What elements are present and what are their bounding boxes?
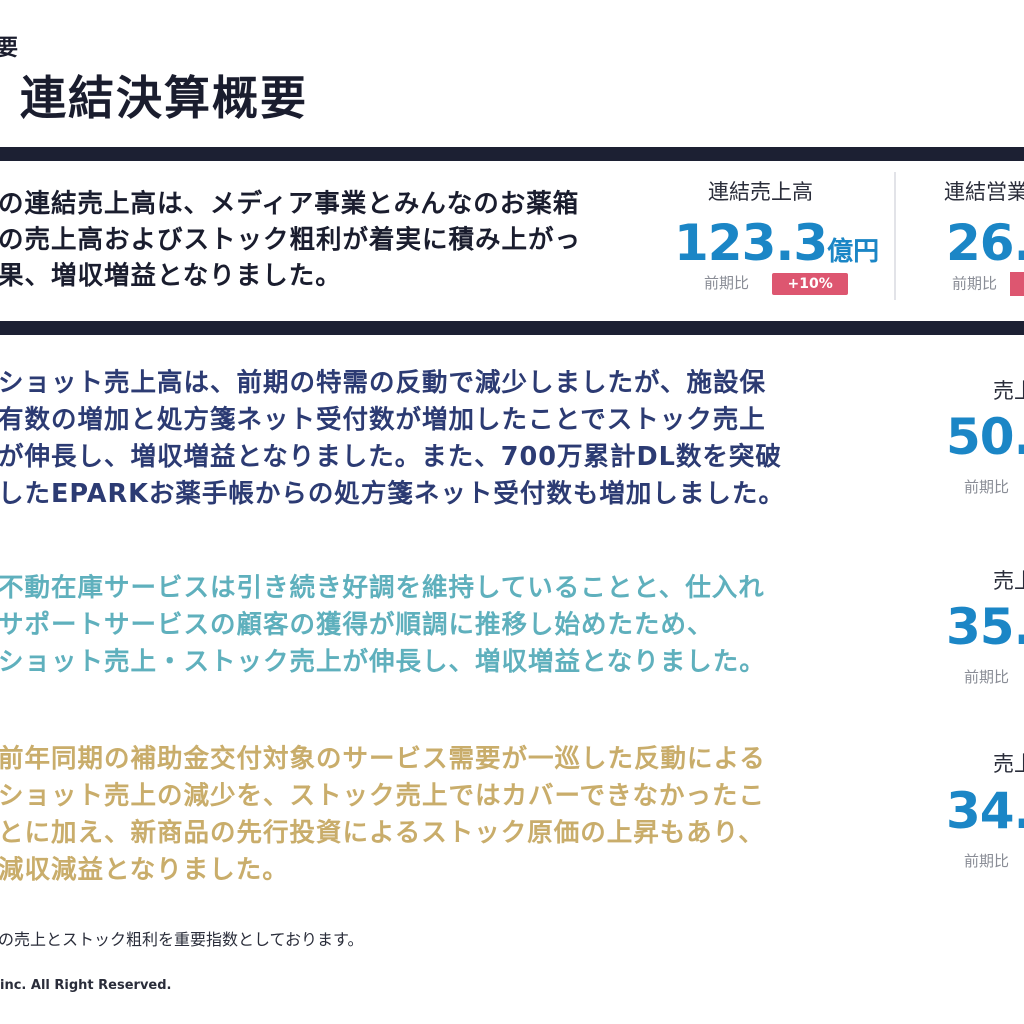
kpi-operating-value: 26. bbox=[946, 214, 1024, 272]
kpi-operating-compare-label: 前期比 bbox=[952, 274, 998, 293]
kpi-divider bbox=[894, 172, 896, 300]
footnote: の売上とストック粗利を重要指数としております。 bbox=[0, 930, 364, 949]
segment-line: が伸長し、増収増益となりました。また、700万累計DL数を突破 bbox=[0, 442, 782, 472]
kpi-operating-badge bbox=[1010, 272, 1024, 296]
segment-3-side-compare: 前期比 bbox=[964, 852, 1010, 870]
segment-line: サポートサービスの顧客の獲得が順調に推移し始めたため、 bbox=[0, 610, 714, 640]
segment-line: 有数の増加と処方箋ネット受付数が増加したことでストック売上 bbox=[0, 405, 766, 435]
summary-top-bar bbox=[0, 147, 1024, 161]
kpi-sales-badge: +10% bbox=[772, 273, 849, 295]
summary-text: の連結売上高は、メディア事業とみんなのお薬箱 の売上高およびストック粗利が着実に… bbox=[0, 186, 678, 294]
segment-line: ショット売上・ストック売上が伸長し、増収増益となりました。 bbox=[0, 647, 766, 677]
segment-1-side-value: 50. bbox=[946, 408, 1024, 466]
kpi-sales-label: 連結売上高 bbox=[708, 180, 813, 204]
breadcrumb: 要 bbox=[0, 36, 19, 61]
summary-line: の連結売上高は、メディア事業とみんなのお薬箱 bbox=[0, 189, 580, 219]
segment-line: とに加え、新商品の先行投資によるストック原価の上昇もあり、 bbox=[0, 818, 765, 848]
segment-1-text: ショット売上高は、前期の特需の反動で減少しましたが、施設保 有数の増加と処方箋ネ… bbox=[0, 365, 785, 513]
segment-line: 不動在庫サービスは引き続き好調を維持していることと、仕入れ bbox=[0, 573, 765, 603]
summary-line: の売上高およびストック粗利が着実に積み上がっ bbox=[0, 225, 582, 255]
kpi-operating-compare: 前期比 bbox=[952, 272, 1024, 296]
segment-1-side-label: 売上 bbox=[993, 379, 1024, 403]
segment-3-text: 前年同期の補助金交付対象のサービス需要が一巡した反動による ショット売上の減少を… bbox=[0, 741, 766, 889]
segment-line: 減収減益となりました。 bbox=[0, 855, 289, 885]
summary-bottom-bar bbox=[0, 321, 1024, 335]
segment-line: したEPARKお薬手帳からの処方箋ネット受付数も増加しました。 bbox=[0, 479, 785, 509]
kpi-sales-compare-label: 前期比 bbox=[704, 274, 750, 292]
kpi-operating-value-group: 26. bbox=[946, 218, 1024, 268]
segment-line: 前年同期の補助金交付対象のサービス需要が一巡した反動による bbox=[0, 744, 766, 774]
segment-3-side-value: 34. bbox=[946, 782, 1024, 840]
segment-2-side-compare: 前期比 bbox=[964, 668, 1010, 686]
page-title: 連結決算概要 bbox=[20, 71, 308, 125]
kpi-sales-value-group: 123.3億円 bbox=[674, 218, 879, 268]
segment-line: ショット売上高は、前期の特需の反動で減少しましたが、施設保 bbox=[0, 368, 766, 398]
copyright: inc. All Right Reserved. bbox=[0, 978, 172, 993]
segment-2-side-label: 売上 bbox=[993, 569, 1024, 593]
kpi-sales-compare: 前期比 +10% bbox=[704, 272, 849, 295]
segment-2-side-value: 35. bbox=[946, 598, 1024, 656]
kpi-operating-label: 連結営業 bbox=[944, 180, 1024, 204]
summary-line: 果、増収増益となりました。 bbox=[0, 261, 342, 291]
kpi-sales-unit: 億円 bbox=[827, 237, 880, 267]
segment-3-side-label: 売上 bbox=[993, 752, 1024, 776]
segment-line: ショット売上の減少を、ストック売上ではカバーできなかったこ bbox=[0, 781, 765, 811]
segment-1-side-compare: 前期比 bbox=[964, 478, 1010, 496]
kpi-sales-value: 123.3 bbox=[674, 214, 828, 272]
segment-2-text: 不動在庫サービスは引き続き好調を維持していることと、仕入れ サポートサービスの顧… bbox=[0, 570, 766, 681]
